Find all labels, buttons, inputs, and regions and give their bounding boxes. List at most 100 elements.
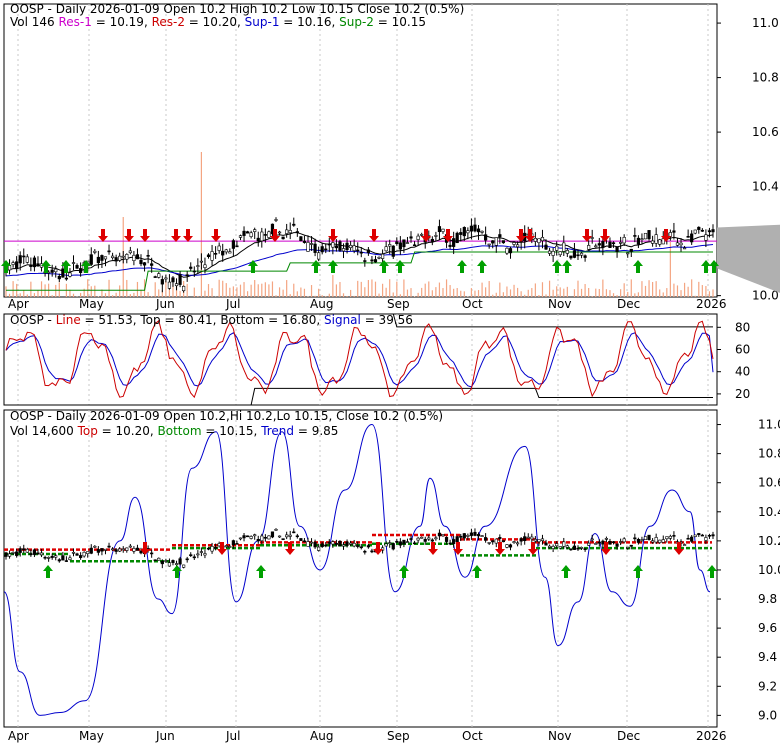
sell-arrow <box>582 229 592 242</box>
volume-bar <box>207 284 210 297</box>
volume-bar <box>683 282 686 297</box>
volume-bar <box>655 281 657 297</box>
candle-body <box>96 256 100 264</box>
volume-bar <box>648 280 650 297</box>
buy-arrow <box>61 260 71 273</box>
candle-body <box>114 257 118 262</box>
candle-body <box>256 538 260 542</box>
volume-bar <box>243 282 245 297</box>
candle-body <box>569 548 573 551</box>
volume-bar <box>104 293 107 297</box>
candle-body <box>277 231 282 234</box>
candle-body <box>178 274 182 285</box>
candle-body <box>295 231 299 233</box>
candle-body <box>416 235 420 240</box>
header-text: Vol 14,600 Top = 10.20, Bottom = 10.15, … <box>10 424 338 438</box>
candle-body <box>416 537 420 541</box>
x-tick-label: Oct <box>462 729 483 743</box>
candle-body <box>238 235 243 238</box>
candle-body <box>533 539 537 542</box>
y-tick-label: 10.0 <box>752 289 779 303</box>
candle-body <box>132 548 136 552</box>
candle-body <box>242 230 246 236</box>
candle-body <box>462 227 466 237</box>
candle-body <box>626 546 630 549</box>
candle-body <box>579 547 584 549</box>
sell-arrow <box>495 542 505 555</box>
volume-bar <box>552 289 554 297</box>
candle-body <box>668 232 672 237</box>
volume-bar <box>87 279 89 297</box>
candle-body <box>679 242 683 246</box>
header-segment: Top <box>139 313 160 327</box>
candle-body <box>32 257 37 268</box>
volume-bar <box>481 282 483 297</box>
volume-bar <box>602 279 604 297</box>
candle-body <box>338 241 342 251</box>
candle-body <box>306 541 310 547</box>
volume-bar <box>193 287 195 297</box>
candle-body <box>473 224 477 232</box>
candle-body <box>636 237 640 245</box>
candle-body <box>22 548 26 551</box>
volume-bar <box>158 289 160 297</box>
candle-body <box>384 543 388 547</box>
candle-body <box>107 545 111 548</box>
candle-body <box>214 547 218 549</box>
volume-bar <box>580 288 583 297</box>
volume-bar <box>563 288 565 297</box>
buy-arrow <box>248 260 258 273</box>
volume-bar <box>545 294 547 297</box>
volume-bar <box>350 289 352 297</box>
candle-body <box>71 552 76 554</box>
volume-bar <box>641 281 643 297</box>
candle-body <box>690 233 694 243</box>
candle-body <box>79 268 83 273</box>
volume-bar <box>236 287 238 297</box>
candle-body <box>54 268 58 273</box>
sell-arrow <box>525 229 535 242</box>
volume-bar <box>392 292 394 297</box>
volume-bar <box>421 287 423 297</box>
header-segment: OOSP - <box>10 313 56 327</box>
candle-body <box>388 244 392 247</box>
header-segment: = 10.20, <box>98 424 158 438</box>
candle-body <box>263 536 267 539</box>
candle-body <box>615 246 619 252</box>
volume-bar <box>499 282 501 297</box>
volume-bar <box>442 288 444 297</box>
candle-body <box>331 541 335 545</box>
volume-bar <box>559 287 561 297</box>
header-segment: = 80.41, <box>161 313 221 327</box>
volume-bar <box>289 294 291 297</box>
candle-body <box>437 226 442 233</box>
volume-bar <box>637 292 639 297</box>
candle-body <box>82 551 86 557</box>
candle-body <box>118 255 122 261</box>
volume-bar <box>321 295 323 297</box>
candle-body <box>160 560 164 565</box>
header-segment: Vol 14,600 <box>10 424 78 438</box>
sell-arrow <box>211 229 221 242</box>
candle-body <box>409 538 413 540</box>
volume-bar <box>129 294 131 297</box>
candle-body <box>405 541 410 543</box>
volume-bar <box>339 281 341 297</box>
volume-bar <box>111 295 114 297</box>
trend-line <box>3 423 711 716</box>
candle-body <box>562 242 566 252</box>
candle-body <box>4 552 8 557</box>
candle-body <box>597 541 601 544</box>
candle-body <box>96 549 100 553</box>
candle-body <box>640 238 644 240</box>
volume-bar <box>591 296 593 297</box>
y-tick-label: 9.0 <box>758 708 777 722</box>
buy-arrow <box>633 260 643 273</box>
buy-arrow <box>457 260 467 273</box>
volume-bar <box>381 283 384 297</box>
y-tick-label: 80 <box>735 320 750 334</box>
candle-body <box>576 547 580 550</box>
header-segment: = 10.19, <box>92 15 152 29</box>
volume-bar <box>378 293 380 297</box>
candle-body <box>690 536 694 542</box>
